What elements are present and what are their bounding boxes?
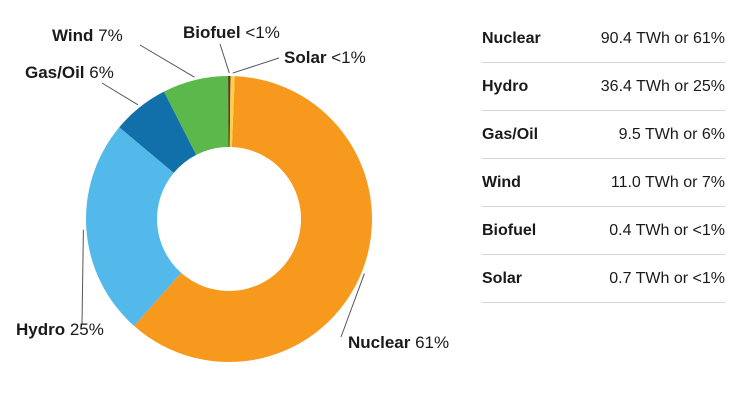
table-row-value: 90.4 TWh or 61% — [600, 29, 725, 47]
table-row-value: 36.4 TWh or 25% — [600, 77, 725, 95]
slice-label-name: Biofuel — [183, 23, 241, 42]
slice-nuclear — [134, 76, 372, 363]
table-row-name: Solar — [482, 269, 523, 287]
slice-solar — [229, 76, 235, 148]
table-row-name: Wind — [482, 173, 521, 191]
slice-label-share: 6% — [85, 63, 114, 82]
table-row-name: Gas/Oil — [482, 125, 539, 143]
table-row-name: Nuclear — [482, 29, 541, 47]
slice-wind — [163, 76, 229, 155]
leader-line — [81, 229, 84, 325]
table-row-value: 0.4 TWh or <1% — [609, 221, 725, 239]
donut-chart: Nuclear 61% Hydro 25% Gas/Oil 6% Wind 7% Bio… — [16, 23, 449, 363]
table-row: Wind 11.0 TWh or 7% — [482, 159, 725, 207]
slice-label: Gas/Oil 6% — [25, 63, 114, 82]
table-row-name: Biofuel — [482, 221, 537, 239]
leader-line — [232, 57, 280, 74]
table-row-value: 0.7 TWh or <1% — [609, 269, 725, 287]
slice-label: Wind 7% — [52, 26, 123, 45]
slice-label-share: 61% — [410, 333, 449, 352]
slice-label-name: Hydro — [16, 320, 65, 339]
slice-label-name: Gas/Oil — [25, 63, 85, 82]
slice-label-share: 25% — [65, 320, 104, 339]
table-row-name: Hydro — [482, 77, 529, 95]
leader-line — [139, 44, 195, 78]
slice-label-name: Nuclear — [348, 333, 411, 352]
table-row: Hydro 36.4 TWh or 25% — [482, 63, 725, 111]
table-row: Gas/Oil 9.5 TWh or 6% — [482, 111, 725, 159]
slice-label: Hydro 25% — [16, 320, 104, 339]
slice-label-name: Solar — [284, 48, 327, 67]
data-table: Nuclear 90.4 TWh or 61% Hydro 36.4 TWh o… — [482, 15, 725, 303]
table-row: Nuclear 90.4 TWh or 61% — [482, 15, 725, 63]
slice-label-name: Wind — [52, 26, 93, 45]
slice-label: Nuclear 61% — [348, 333, 449, 352]
table-row-value: 11.0 TWh or 7% — [610, 173, 725, 191]
slice-label-share: <1% — [327, 48, 366, 67]
table-row: Biofuel 0.4 TWh or <1% — [482, 207, 725, 255]
slice-label: Biofuel <1% — [183, 23, 280, 42]
leader-line — [219, 43, 230, 74]
table-row: Solar 0.7 TWh or <1% — [482, 255, 725, 303]
slice-label-share: 7% — [93, 26, 122, 45]
slice-label-share: <1% — [241, 23, 280, 42]
table-row-value: 9.5 TWh or 6% — [618, 125, 725, 143]
slice-label: Solar <1% — [284, 48, 366, 67]
leader-line — [340, 273, 365, 338]
slice-gas-oil — [119, 91, 197, 173]
slice-hydro — [86, 127, 182, 326]
slice-biofuel — [228, 76, 231, 148]
leader-line — [101, 82, 139, 106]
